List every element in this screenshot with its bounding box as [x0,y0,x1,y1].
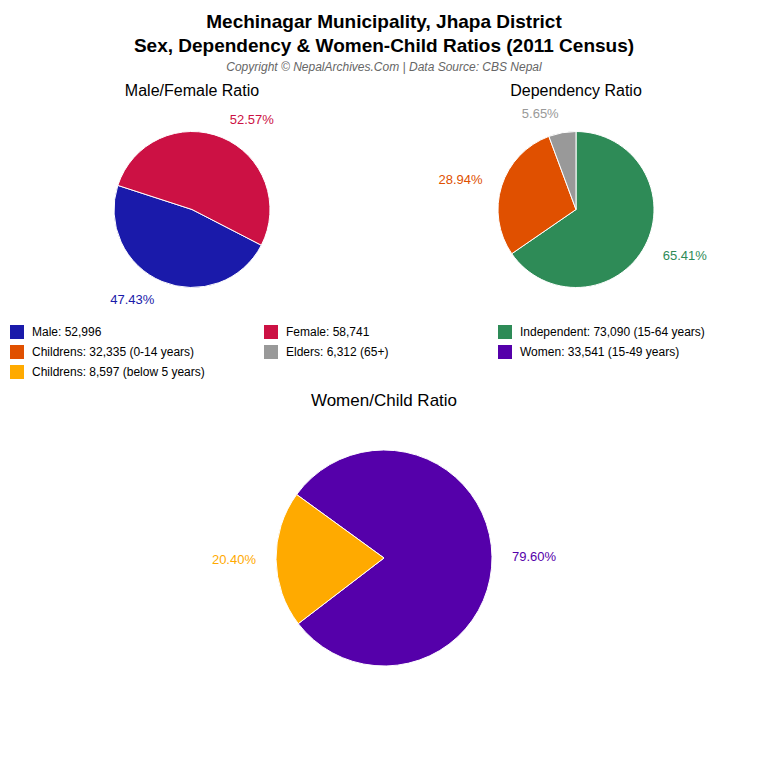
html-text:Elders: 6,312 (65+): Elders: 6,312 (65+) [286,345,389,359]
svg-text:52.57%: 52.57% [230,112,275,127]
svg-text:65.41%: 65.41% [663,248,708,263]
html-text:Male/Female Ratio: Male/Female Ratio [124,82,260,99]
html-text:Dependency Ratio: Dependency Ratio [510,82,642,99]
svg-text:79.60%: 79.60% [512,549,557,564]
html-text:Independent: 73,090 (15-64 yea: Independent: 73,090 (15-64 years) [520,325,705,339]
html-text:Copyright © NepalArchives.Com: Copyright © NepalArchives.Com | Data Sou… [226,60,542,74]
html-text:Childrens: 32,335 (0-14 years): Childrens: 32,335 (0-14 years) [32,345,195,359]
html-text:Childrens: 8,597 (below 5 year: Childrens: 8,597 (below 5 years) [32,365,205,379]
html-text:Male: 52,996: Male: 52,996 [32,325,102,339]
svg-text:20.40%: 20.40% [212,552,257,567]
html-text:Mechinagar Municipality, Jhapa: Mechinagar Municipality, Jhapa District [206,11,562,32]
html-text:Female: 58,741: Female: 58,741 [286,325,370,339]
html-text:Sex, Dependency & Women-Child: Sex, Dependency & Women-Child Ratios (20… [133,35,635,56]
svg-text:5.65%: 5.65% [522,106,559,121]
html-text:Women/Child Ratio: Women/Child Ratio [310,391,458,410]
html-text:Women: 33,541 (15-49 years): Women: 33,541 (15-49 years) [520,345,680,359]
svg-text:47.43%: 47.43% [110,292,155,307]
svg-text:28.94%: 28.94% [438,172,483,187]
